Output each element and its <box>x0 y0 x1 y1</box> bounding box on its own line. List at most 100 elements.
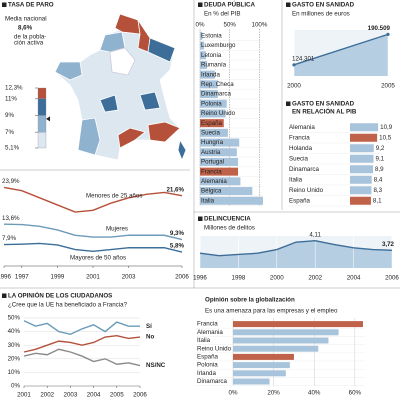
x-tick-label: 1996 <box>0 274 11 281</box>
x-tick-label: 60% <box>349 390 362 397</box>
x-tick-label: 2001 <box>86 274 100 281</box>
category-label: Hungría <box>201 139 224 146</box>
x-tick-label: 2002 <box>308 275 322 282</box>
category-label: Dinamarca <box>197 378 227 385</box>
scale-label: 9% <box>5 112 14 119</box>
category-label: Reino Unido <box>197 345 232 352</box>
series-label: Sí <box>146 323 152 330</box>
category-label: Reino Unido <box>201 110 236 117</box>
bar <box>200 177 241 186</box>
value-label: 13,6% <box>2 215 20 222</box>
map-region <box>109 47 136 76</box>
category-label: Rep. Checa <box>201 81 234 88</box>
value-label: 10,5 <box>379 134 392 141</box>
bar <box>350 175 372 184</box>
bar <box>200 119 224 128</box>
category-label: Luxemburgo <box>201 42 236 49</box>
chart-title: LA OPINIÓN DE LOS CIUDADANOS <box>8 292 112 300</box>
scale-label: 11% <box>5 95 17 102</box>
bar <box>350 144 374 153</box>
x-tick-label: 2000 <box>270 275 284 282</box>
annotation: ción activa <box>14 40 44 47</box>
category-label: Francia <box>289 134 310 141</box>
scale-band <box>37 115 47 133</box>
bar <box>200 187 253 196</box>
title-marker <box>286 101 291 106</box>
category-label: Dinamarca <box>289 166 319 173</box>
category-label: Italia <box>289 176 303 183</box>
chart-title: DELINCUENCIA <box>204 216 251 223</box>
value-label: 8,4 <box>374 176 383 183</box>
title-marker <box>198 216 203 221</box>
value-label: 10,9 <box>380 124 393 131</box>
x-tick-label: 1996 <box>193 275 207 282</box>
series-label: No <box>146 334 154 341</box>
bar <box>200 138 240 147</box>
chart-title: Opinión sobre la globalización <box>205 297 295 304</box>
bar <box>200 60 208 69</box>
annotation: de la pobla- <box>14 34 46 41</box>
chart-subtitle: Es una amenaza para las empresas y el em… <box>205 308 338 315</box>
category-label: Polonia <box>197 362 218 369</box>
category-label: Francia <box>201 168 222 175</box>
title-marker <box>198 2 203 7</box>
value-label: 9,1 <box>376 155 385 162</box>
category-label: Austria <box>201 149 221 156</box>
bar <box>350 133 378 142</box>
bar <box>350 165 373 174</box>
map-region <box>114 13 141 35</box>
x-tick-label: 2002 <box>40 392 54 399</box>
bar <box>233 353 294 360</box>
bar <box>233 345 319 352</box>
bar <box>233 362 290 369</box>
category-label: Holanda <box>289 145 313 152</box>
category-label: Alemania <box>197 329 223 336</box>
x-tick-label: 2006 <box>385 275 399 282</box>
title-marker <box>2 293 7 298</box>
value-label: 8,3 <box>373 187 382 194</box>
chart-subtitle: En % del PIB <box>204 11 240 18</box>
line <box>3 186 183 213</box>
x-tick-label: 2006 <box>133 392 147 399</box>
chart-title: GASTO EN SANIDAD <box>292 2 355 9</box>
bar <box>200 31 203 40</box>
value-label: 3,72 <box>382 241 395 248</box>
scale-label: 5,1% <box>5 145 20 152</box>
y-tick-label: 10% <box>8 369 21 376</box>
x-tick-label: 2004 <box>87 392 101 399</box>
average-label: 8,6% <box>18 25 33 32</box>
scale-label: 7% <box>5 129 14 136</box>
bar <box>200 157 239 166</box>
annotation: Media nacional <box>5 16 47 23</box>
chart-title: TASA DE PARO <box>8 2 54 9</box>
chart-subtitle: En millones de euros <box>292 11 350 18</box>
bar <box>200 128 228 137</box>
series-label: Menores de 25 años <box>86 193 142 200</box>
line <box>23 348 141 367</box>
category-label: Suecia <box>289 155 308 162</box>
y-tick-label: 0% <box>11 383 20 390</box>
area <box>200 240 392 268</box>
category-label: Irlanda <box>201 71 220 78</box>
category-label: Suecia <box>201 129 220 136</box>
scale-band <box>37 132 47 149</box>
category-label: España <box>197 354 219 361</box>
point <box>386 32 390 36</box>
bar <box>233 329 339 336</box>
map-region <box>137 19 151 53</box>
x-tick-label: 2000 <box>287 83 301 90</box>
x-tick-label: 1998 <box>232 275 246 282</box>
series-label: NS/NC <box>146 362 166 369</box>
bar <box>233 337 329 344</box>
chart-subtitle: Millones de delitos <box>204 225 255 232</box>
value-label: 8,9 <box>375 166 384 173</box>
line <box>199 239 393 257</box>
category-label: Francia <box>197 321 218 328</box>
map-region <box>177 138 187 162</box>
bar <box>350 123 379 132</box>
point <box>292 63 296 67</box>
bar <box>350 154 374 163</box>
category-label: Letonia <box>201 52 222 59</box>
y-tick-label: 40% <box>8 328 21 335</box>
line <box>3 223 183 241</box>
